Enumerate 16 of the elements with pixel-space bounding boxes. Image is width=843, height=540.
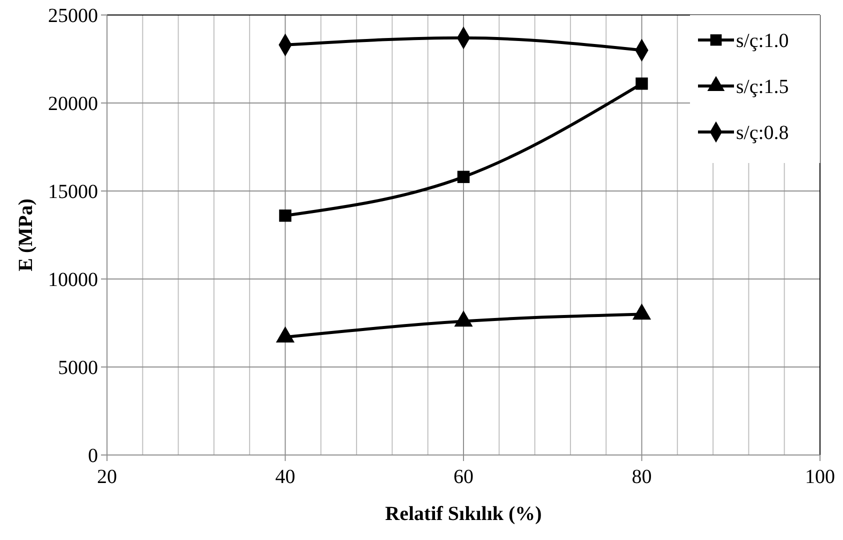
x-axis-title: Relatif Sıkılık (%) bbox=[385, 503, 542, 525]
x-tick-label: 40 bbox=[275, 466, 296, 488]
y-tick-label: 10000 bbox=[48, 269, 98, 291]
legend-label: s/ç:0.8 bbox=[736, 122, 789, 144]
x-tick-label: 80 bbox=[632, 466, 652, 488]
y-tick-label: 5000 bbox=[58, 357, 98, 379]
x-tick-label: 60 bbox=[454, 466, 474, 488]
legend-label: s/ç:1.0 bbox=[736, 30, 789, 52]
y-tick-label: 20000 bbox=[48, 93, 98, 115]
x-tick-label: 100 bbox=[805, 466, 835, 488]
legend-label: s/ç:1.5 bbox=[736, 76, 789, 98]
y-tick-label: 0 bbox=[88, 445, 98, 467]
y-axis-title: E (MPa) bbox=[15, 198, 37, 272]
x-tick-label: 20 bbox=[97, 466, 117, 488]
y-tick-label: 25000 bbox=[48, 5, 98, 27]
y-tick-label: 15000 bbox=[48, 181, 98, 203]
